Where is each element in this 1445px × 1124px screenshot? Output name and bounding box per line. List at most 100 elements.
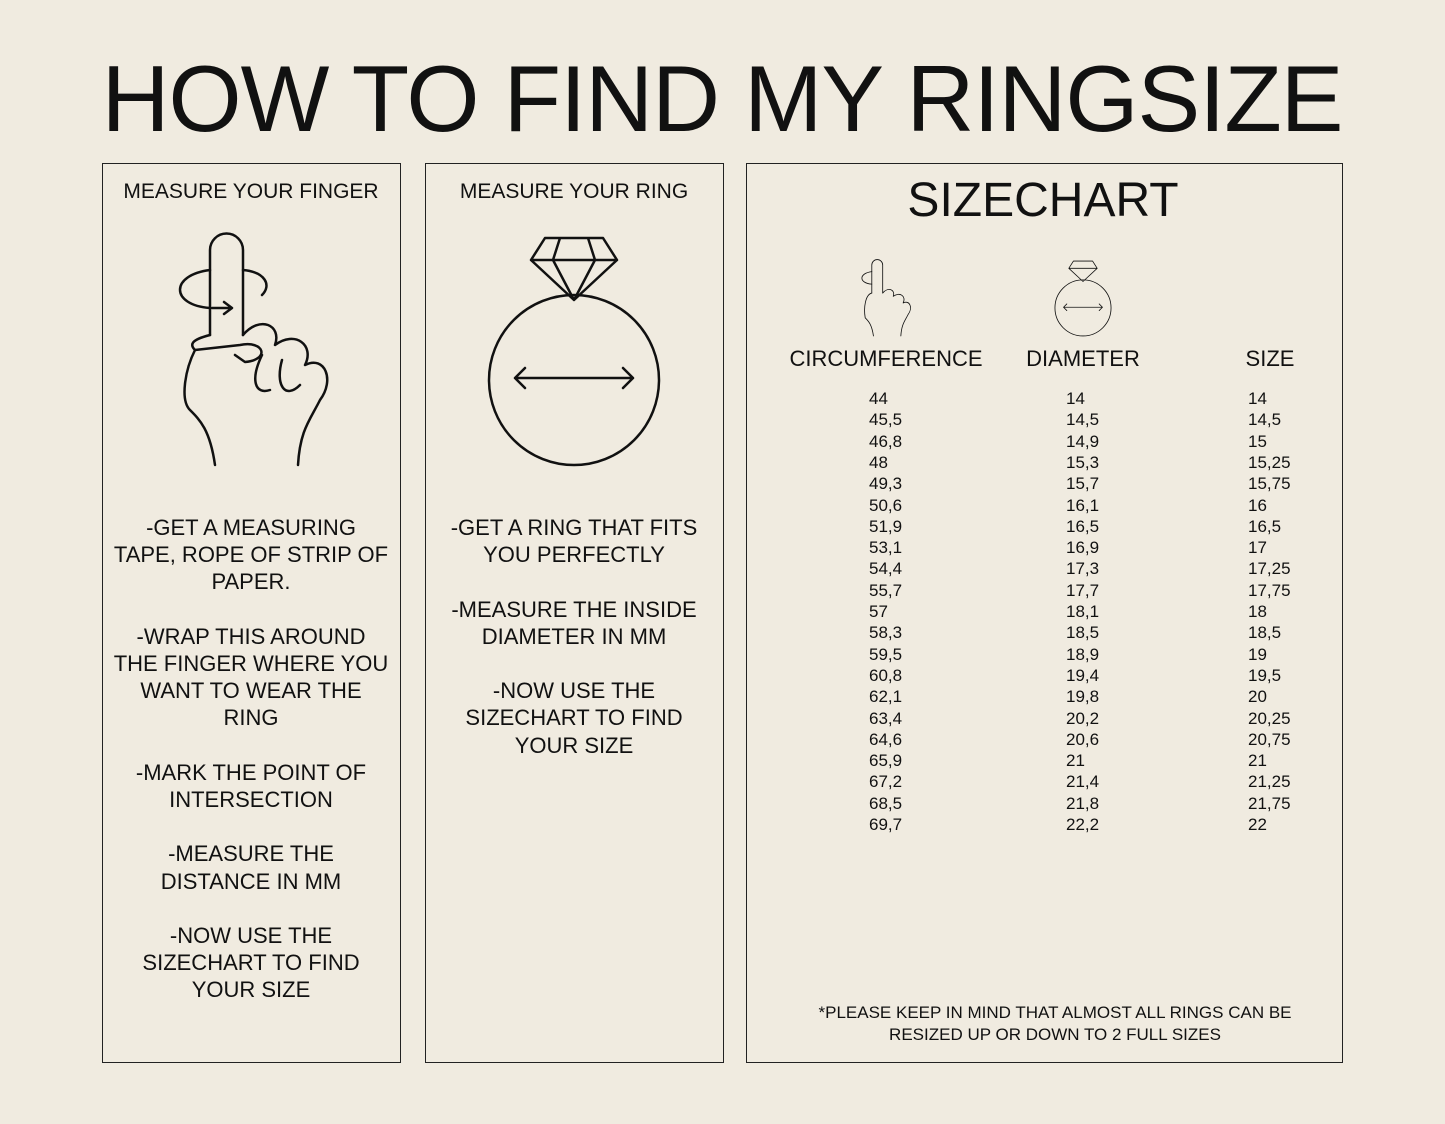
table-cell: 69,7 — [869, 815, 903, 834]
table-cell: 59,5 — [869, 644, 903, 664]
table-cell: 64,6 — [869, 729, 903, 749]
table-cell: 44 — [869, 389, 888, 408]
table-cell: 49,3 — [869, 474, 903, 494]
table-cell: 20,6 — [1066, 729, 1100, 749]
table-cell: 60,8 — [869, 665, 903, 685]
table-cell: 46,8 — [869, 431, 903, 451]
table-cell: 15,7 — [1066, 474, 1100, 494]
instruction-line: DIAMETER IN MM — [481, 623, 667, 649]
instruction-line: TAPE, ROPE OF STRIP OF — [113, 542, 389, 568]
table-cell: 21,75 — [1248, 793, 1291, 813]
table-cell: 17 — [1248, 538, 1267, 558]
panel-heading: MEASURE YOUR FINGER — [123, 180, 379, 203]
table-cell: 21,8 — [1066, 793, 1100, 813]
instruction-line: THE FINGER WHERE YOU — [113, 651, 389, 676]
table-cell: 63,4 — [869, 708, 903, 728]
table-cell: 21,25 — [1248, 772, 1291, 792]
footnote: *PLEASE KEEP IN MIND THAT ALMOST ALL RIN… — [818, 1003, 1292, 1022]
instruction-line: -GET A MEASURING — [146, 515, 356, 540]
table-cell: 19,8 — [1066, 687, 1100, 707]
small-ring-icon — [1054, 260, 1112, 337]
instruction-line: DISTANCE IN MM — [160, 868, 342, 894]
table-cell: 20 — [1248, 687, 1267, 707]
table-cell: 15,75 — [1248, 474, 1291, 494]
instruction-line: -NOW USE THE — [492, 678, 656, 704]
table-cell: 22 — [1248, 815, 1267, 834]
instruction-line: SIZECHART TO FIND — [142, 950, 360, 976]
table-cell: 68,5 — [869, 793, 903, 813]
table-cell: 48 — [869, 452, 888, 472]
table-cell: 14,5 — [1066, 410, 1100, 430]
instruction-line: PAPER. — [211, 569, 291, 595]
ring-panel — [425, 163, 724, 1063]
finger-icon — [178, 232, 329, 467]
instruction-line: YOUR SIZE — [191, 977, 311, 1003]
instruction-line: RING — [223, 705, 279, 731]
table-cell: 17,25 — [1248, 559, 1291, 579]
table-cell: 17,75 — [1248, 580, 1291, 600]
footnote: RESIZED UP OR DOWN TO 2 FULL SIZES — [889, 1025, 1221, 1044]
table-cell: 57 — [869, 602, 888, 621]
page-title: HOW TO FIND MY RINGSIZE — [101, 46, 1344, 151]
table-cell: 18,5 — [1248, 623, 1282, 643]
sizechart-panel — [746, 163, 1343, 1063]
table-cell: 14,9 — [1066, 431, 1100, 451]
table-cell: 62,1 — [869, 687, 903, 707]
table-cell: 50,6 — [869, 495, 903, 515]
finger-panel — [102, 163, 401, 1063]
table-cell: 20,2 — [1066, 708, 1100, 728]
table-cell: 65,9 — [869, 751, 903, 771]
table-cell: 15 — [1248, 431, 1267, 451]
table-cell: 16 — [1248, 495, 1267, 515]
table-cell: 19 — [1248, 644, 1267, 664]
table-cell: 58,3 — [869, 623, 903, 643]
panel-heading: MEASURE YOUR RING — [459, 180, 689, 203]
table-cell: 15,3 — [1066, 452, 1100, 472]
table-cell: 54,4 — [869, 559, 903, 579]
table-cell: 17,3 — [1066, 559, 1100, 579]
table-cell: 19,5 — [1248, 665, 1282, 685]
instruction-line: INTERSECTION — [169, 787, 333, 812]
table-cell: 18,1 — [1066, 602, 1100, 621]
table-cell: 16,1 — [1066, 495, 1100, 515]
table-cell: 17,7 — [1066, 580, 1100, 600]
table-cell: 16,5 — [1248, 516, 1282, 536]
sizechart-title: SIZECHART — [907, 174, 1179, 227]
instruction-line: -MEASURE THE — [168, 841, 334, 867]
table-cell: 51,9 — [869, 516, 903, 536]
table-cell: 21 — [1066, 751, 1085, 771]
column-header: DIAMETER — [1026, 346, 1140, 371]
table-cell: 22,2 — [1066, 815, 1100, 834]
table-cell: 21 — [1248, 751, 1267, 771]
instruction-line: YOU PERFECTLY — [483, 542, 665, 568]
table-cell: 45,5 — [869, 410, 903, 430]
instruction-line: WANT TO WEAR THE — [140, 678, 362, 704]
instruction-line: -GET A RING THAT FITS — [450, 515, 698, 540]
table-cell: 14 — [1066, 389, 1085, 408]
column-header: CIRCUMFERENCE — [789, 346, 983, 371]
table-cell: 20,25 — [1248, 708, 1291, 728]
instruction-line: -WRAP THIS AROUND — [136, 623, 366, 649]
instruction-line: -NOW USE THE — [169, 923, 333, 948]
table-cell: 15,25 — [1248, 452, 1291, 472]
instruction-line: YOUR SIZE — [514, 732, 634, 758]
table-cell: 18 — [1248, 602, 1267, 621]
table-cell: 20,75 — [1248, 729, 1291, 749]
table-cell: 55,7 — [869, 580, 903, 600]
instruction-line: SIZECHART TO FIND — [465, 705, 683, 731]
table-cell: 18,9 — [1066, 644, 1100, 664]
table-cell: 16,5 — [1066, 516, 1100, 536]
table-cell: 16,9 — [1066, 538, 1100, 558]
instruction-line: -MARK THE POINT OF — [135, 759, 367, 785]
instruction-line: -MEASURE THE INSIDE — [451, 596, 697, 622]
ring-icon — [487, 236, 661, 467]
table-cell: 14 — [1248, 389, 1267, 408]
column-header: SIZE — [1245, 346, 1295, 371]
table-cell: 67,2 — [869, 772, 903, 792]
table-cell: 19,4 — [1066, 665, 1100, 685]
table-cell: 53,1 — [869, 538, 903, 558]
small-finger-icon — [861, 259, 911, 337]
table-cell: 21,4 — [1066, 772, 1100, 792]
